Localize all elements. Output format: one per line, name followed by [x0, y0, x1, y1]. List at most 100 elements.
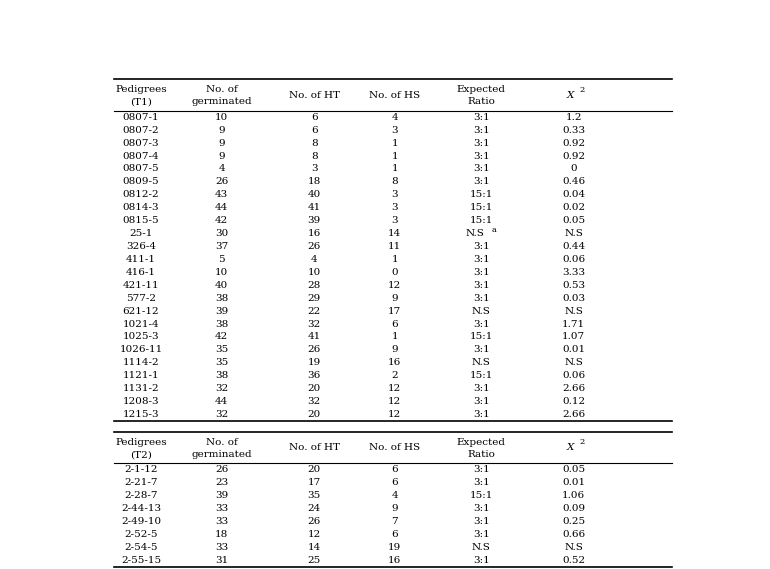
- Text: 0807-1: 0807-1: [122, 113, 159, 122]
- Text: 4: 4: [218, 164, 225, 174]
- Text: 33: 33: [215, 543, 228, 552]
- Text: 3:1: 3:1: [473, 164, 490, 174]
- Text: 44: 44: [215, 203, 228, 212]
- Text: 0807-5: 0807-5: [122, 164, 159, 174]
- Text: 3.33: 3.33: [562, 268, 585, 277]
- Text: N.S: N.S: [466, 229, 484, 238]
- Text: Expected: Expected: [457, 438, 506, 447]
- Text: 3:1: 3:1: [473, 151, 490, 160]
- Text: 40: 40: [215, 281, 228, 290]
- Text: 8: 8: [311, 151, 317, 160]
- Text: 38: 38: [215, 294, 228, 303]
- Text: 0.03: 0.03: [562, 294, 585, 303]
- Text: 3:1: 3:1: [473, 465, 490, 475]
- Text: 1131-2: 1131-2: [122, 384, 159, 393]
- Text: 20: 20: [307, 465, 320, 475]
- Text: 1025-3: 1025-3: [122, 332, 159, 341]
- Text: 421-11: 421-11: [122, 281, 159, 290]
- Text: 0.06: 0.06: [562, 371, 585, 380]
- Text: 15:1: 15:1: [470, 203, 493, 212]
- Text: 0.52: 0.52: [562, 556, 585, 565]
- Text: 0814-3: 0814-3: [122, 203, 159, 212]
- Text: 416-1: 416-1: [126, 268, 156, 277]
- Text: N.S: N.S: [564, 229, 583, 238]
- Text: 3: 3: [391, 216, 398, 225]
- Text: N.S: N.S: [564, 358, 583, 368]
- Text: N.S: N.S: [564, 543, 583, 552]
- Text: 9: 9: [391, 345, 398, 354]
- Text: 25-1: 25-1: [129, 229, 152, 238]
- Text: 10: 10: [215, 113, 228, 122]
- Text: 411-1: 411-1: [126, 255, 156, 264]
- Text: 2-54-5: 2-54-5: [124, 543, 158, 552]
- Text: 0.05: 0.05: [562, 216, 585, 225]
- Text: 35: 35: [307, 491, 320, 500]
- Text: 0809-5: 0809-5: [122, 178, 159, 187]
- Text: 1: 1: [391, 332, 398, 341]
- Text: 6: 6: [311, 113, 317, 122]
- Text: 12: 12: [388, 410, 401, 419]
- Text: 577-2: 577-2: [126, 294, 156, 303]
- Text: germinated: germinated: [191, 450, 252, 459]
- Text: a: a: [492, 226, 497, 234]
- Text: 20: 20: [307, 410, 320, 419]
- Text: 2: 2: [580, 86, 585, 94]
- Text: 6: 6: [391, 479, 398, 488]
- Text: 42: 42: [215, 216, 228, 225]
- Text: 39: 39: [307, 216, 320, 225]
- Text: 0807-2: 0807-2: [122, 126, 159, 135]
- Text: 10: 10: [215, 268, 228, 277]
- Text: 0: 0: [571, 164, 577, 174]
- Text: 26: 26: [307, 517, 320, 526]
- Text: Ratio: Ratio: [467, 97, 495, 106]
- Text: 3:1: 3:1: [473, 281, 490, 290]
- Text: 1215-3: 1215-3: [122, 410, 159, 419]
- Text: 1026-11: 1026-11: [119, 345, 162, 354]
- Text: 3:1: 3:1: [473, 410, 490, 419]
- Text: 0.04: 0.04: [562, 190, 585, 199]
- Text: 25: 25: [307, 556, 320, 565]
- Text: 17: 17: [307, 479, 320, 488]
- Text: 3:1: 3:1: [473, 530, 490, 539]
- Text: 4: 4: [391, 491, 398, 500]
- Text: 6: 6: [391, 465, 398, 475]
- Text: 14: 14: [307, 543, 320, 552]
- Text: 6: 6: [311, 126, 317, 135]
- Text: 4: 4: [311, 255, 317, 264]
- Text: 0.25: 0.25: [562, 517, 585, 526]
- Text: 0.33: 0.33: [562, 126, 585, 135]
- Text: Pedigrees: Pedigrees: [116, 438, 167, 447]
- Text: 2-52-5: 2-52-5: [124, 530, 158, 539]
- Text: 621-12: 621-12: [122, 307, 159, 316]
- Text: 3:1: 3:1: [473, 139, 490, 147]
- Text: 16: 16: [307, 229, 320, 238]
- Text: 14: 14: [388, 229, 401, 238]
- Text: 30: 30: [215, 229, 228, 238]
- Text: 0.46: 0.46: [562, 178, 585, 187]
- Text: 35: 35: [215, 358, 228, 368]
- Text: 9: 9: [391, 504, 398, 513]
- Text: 12: 12: [307, 530, 320, 539]
- Text: 3:1: 3:1: [473, 556, 490, 565]
- Text: 12: 12: [388, 384, 401, 393]
- Text: 1021-4: 1021-4: [122, 320, 159, 328]
- Text: 0.92: 0.92: [562, 139, 585, 147]
- Text: X: X: [567, 443, 574, 452]
- Text: 15:1: 15:1: [470, 216, 493, 225]
- Text: 32: 32: [215, 410, 228, 419]
- Text: 2: 2: [580, 439, 585, 447]
- Text: 26: 26: [307, 345, 320, 354]
- Text: 4: 4: [391, 113, 398, 122]
- Text: N.S: N.S: [564, 307, 583, 316]
- Text: No. of HT: No. of HT: [289, 90, 340, 100]
- Text: 26: 26: [215, 465, 228, 475]
- Text: 0815-5: 0815-5: [122, 216, 159, 225]
- Text: 3:1: 3:1: [473, 320, 490, 328]
- Text: 9: 9: [218, 151, 225, 160]
- Text: 3:1: 3:1: [473, 178, 490, 187]
- Text: 1: 1: [391, 151, 398, 160]
- Text: 3: 3: [391, 203, 398, 212]
- Text: 39: 39: [215, 307, 228, 316]
- Text: 0.09: 0.09: [562, 504, 585, 513]
- Text: 0812-2: 0812-2: [122, 190, 159, 199]
